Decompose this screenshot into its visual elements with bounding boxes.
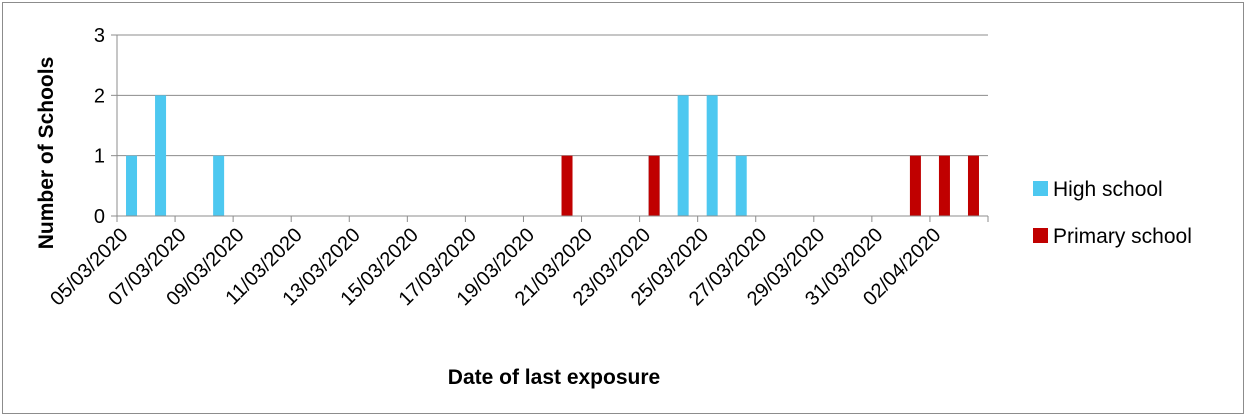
legend-swatch-primary-school	[1033, 228, 1048, 243]
bar-primary-school	[909, 155, 921, 216]
gridlines	[117, 34, 988, 157]
bar-high-school	[677, 95, 689, 216]
y-tick-label: 2	[94, 85, 105, 107]
bar-high-school	[706, 95, 718, 216]
y-tick-labels: 0 1 2 3	[94, 25, 105, 228]
bar-high-school	[213, 155, 225, 216]
bar-high-school	[155, 95, 167, 216]
legend-label-primary-school: Primary school	[1053, 225, 1192, 248]
bar-chart: 0 1 2 3 05/03/202007/03/202009/03/202011/03…	[35, 25, 1192, 389]
x-axis-title: Date of last exposure	[448, 366, 660, 389]
y-tick-label: 1	[94, 146, 105, 168]
bar-primary-school	[938, 155, 950, 216]
bar-primary-school	[967, 155, 979, 216]
axes	[111, 34, 989, 222]
bar-primary-school	[561, 155, 573, 216]
x-tick-labels: 05/03/202007/03/202009/03/202011/03/2020…	[46, 224, 945, 310]
bars	[126, 95, 979, 216]
legend-label-high-school: High school	[1053, 178, 1163, 201]
y-tick-label: 0	[94, 206, 105, 228]
legend: High school Primary school	[1033, 178, 1192, 248]
legend-swatch-high-school	[1033, 181, 1048, 196]
bar-high-school	[735, 155, 747, 216]
y-axis-title: Number of Schools	[35, 57, 58, 250]
bar-primary-school	[648, 155, 660, 216]
bar-high-school	[126, 155, 138, 216]
y-tick-label: 3	[94, 25, 105, 47]
